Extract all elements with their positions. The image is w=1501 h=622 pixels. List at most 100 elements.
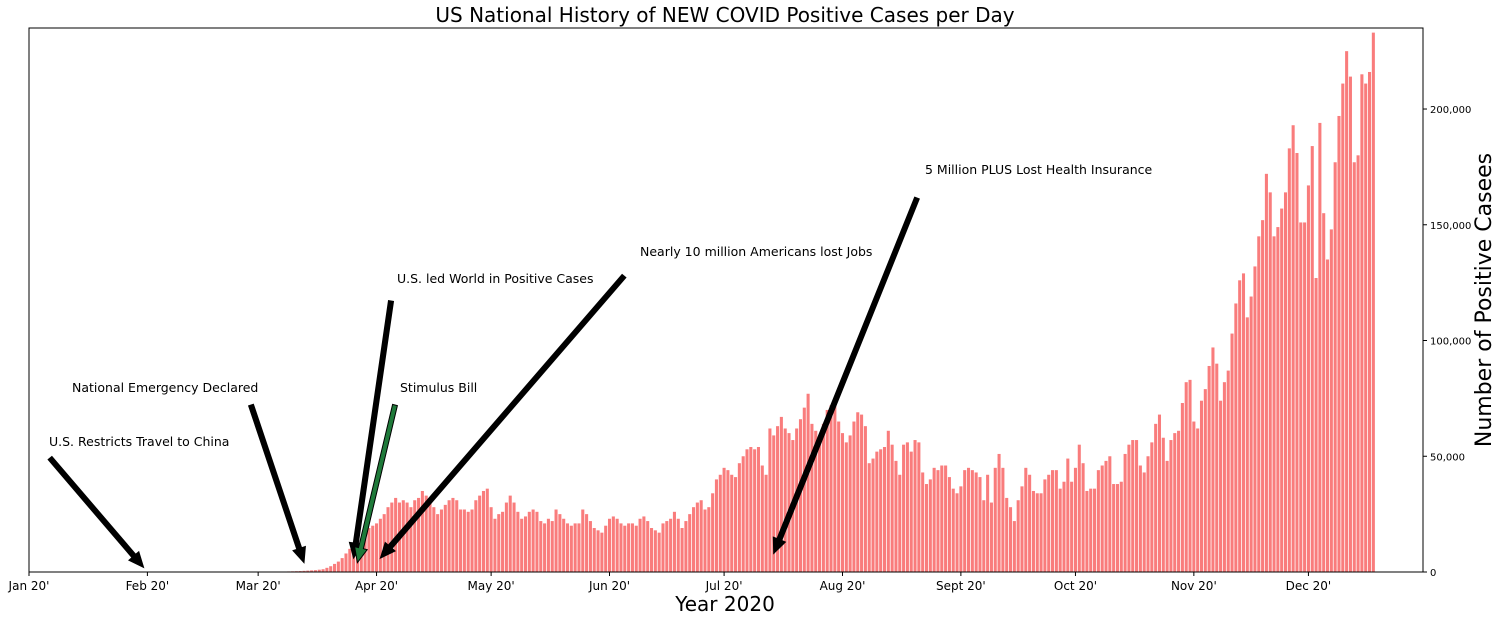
y-axis-ticks: 0 50,000 100,000 150,000 200,000 <box>1423 105 1471 579</box>
y-tick-label: 200,000 <box>1430 105 1471 116</box>
bar <box>1093 488 1097 572</box>
bar <box>1066 458 1070 572</box>
bar <box>879 449 883 572</box>
bar <box>596 530 600 572</box>
bar <box>1356 155 1360 572</box>
bar <box>1047 474 1051 572</box>
bar <box>1325 259 1330 572</box>
bar <box>1142 472 1146 572</box>
bar <box>932 467 936 572</box>
bar <box>317 569 321 572</box>
bar <box>573 523 577 572</box>
bar <box>650 528 654 572</box>
bar <box>1264 173 1268 572</box>
bar <box>1039 493 1043 572</box>
bar <box>1062 481 1066 572</box>
annotation-text: U.S. led World in Positive Cases <box>397 271 594 286</box>
bar <box>737 463 741 572</box>
bar <box>688 514 692 572</box>
bar <box>1257 236 1261 572</box>
bar <box>600 532 604 572</box>
bar <box>512 502 516 572</box>
bar <box>764 474 768 572</box>
bar <box>1100 465 1104 572</box>
bar <box>947 477 951 572</box>
bar <box>798 419 803 572</box>
bar <box>554 509 558 572</box>
bar <box>745 449 749 572</box>
bar <box>531 509 535 572</box>
bar <box>1177 430 1181 572</box>
bar <box>420 490 424 572</box>
x-tick-label: Apr 20' <box>355 579 398 593</box>
bar <box>924 484 929 572</box>
bar <box>1031 490 1035 572</box>
bar <box>585 514 589 572</box>
bar <box>844 442 848 572</box>
bar <box>833 398 837 572</box>
bar <box>944 465 948 572</box>
bar <box>730 474 734 572</box>
bar <box>753 449 757 572</box>
bar <box>1234 303 1238 572</box>
bar <box>443 504 447 572</box>
bar <box>814 430 818 572</box>
bar <box>993 467 997 572</box>
bar <box>508 495 512 572</box>
bar <box>756 447 760 572</box>
bar <box>619 523 623 572</box>
bar <box>1364 83 1368 572</box>
bar <box>306 570 310 572</box>
bar <box>386 507 390 572</box>
bar <box>856 412 860 572</box>
y-tick-label: 150,000 <box>1430 221 1471 232</box>
bar <box>569 525 573 572</box>
bar <box>802 407 806 572</box>
bar <box>840 433 845 572</box>
bar <box>459 509 463 572</box>
bar <box>653 530 657 572</box>
bar <box>428 502 432 572</box>
bar <box>592 528 596 572</box>
bar <box>485 488 489 572</box>
bar <box>1035 493 1039 572</box>
bar <box>382 514 386 572</box>
bar <box>1306 185 1310 572</box>
bar <box>375 523 379 572</box>
x-axis-ticks: Jan 20' Feb 20' Mar 20' Apr 20' May 20' Jun 2… <box>8 572 1331 593</box>
bar <box>684 521 688 572</box>
bar <box>1352 162 1356 572</box>
bar <box>405 502 409 572</box>
bar <box>481 490 486 572</box>
bar <box>955 493 959 572</box>
bar <box>432 507 436 572</box>
bar <box>501 511 505 572</box>
bar <box>1077 444 1081 572</box>
annotation-arrow <box>353 403 399 564</box>
bar <box>776 426 780 572</box>
bar <box>348 548 352 572</box>
bar <box>1299 222 1303 572</box>
bar <box>1135 440 1139 572</box>
bar <box>936 470 940 572</box>
bar <box>630 523 634 572</box>
bar <box>558 514 562 572</box>
annotation-text: Stimulus Bill <box>400 380 477 395</box>
bar <box>390 502 394 572</box>
bar <box>699 500 703 572</box>
bar <box>1337 115 1341 572</box>
bar <box>409 507 413 572</box>
x-tick-label: Jul 20' <box>705 579 743 593</box>
bar <box>1283 192 1288 573</box>
bar <box>516 511 520 572</box>
bar <box>1314 278 1318 572</box>
bar <box>1058 488 1062 572</box>
bar <box>565 523 570 572</box>
bar <box>860 414 864 572</box>
bar <box>997 453 1001 572</box>
bar <box>1157 414 1162 572</box>
bar <box>634 525 638 572</box>
bar <box>695 502 699 572</box>
bar <box>1329 229 1333 572</box>
bar <box>1154 423 1158 572</box>
